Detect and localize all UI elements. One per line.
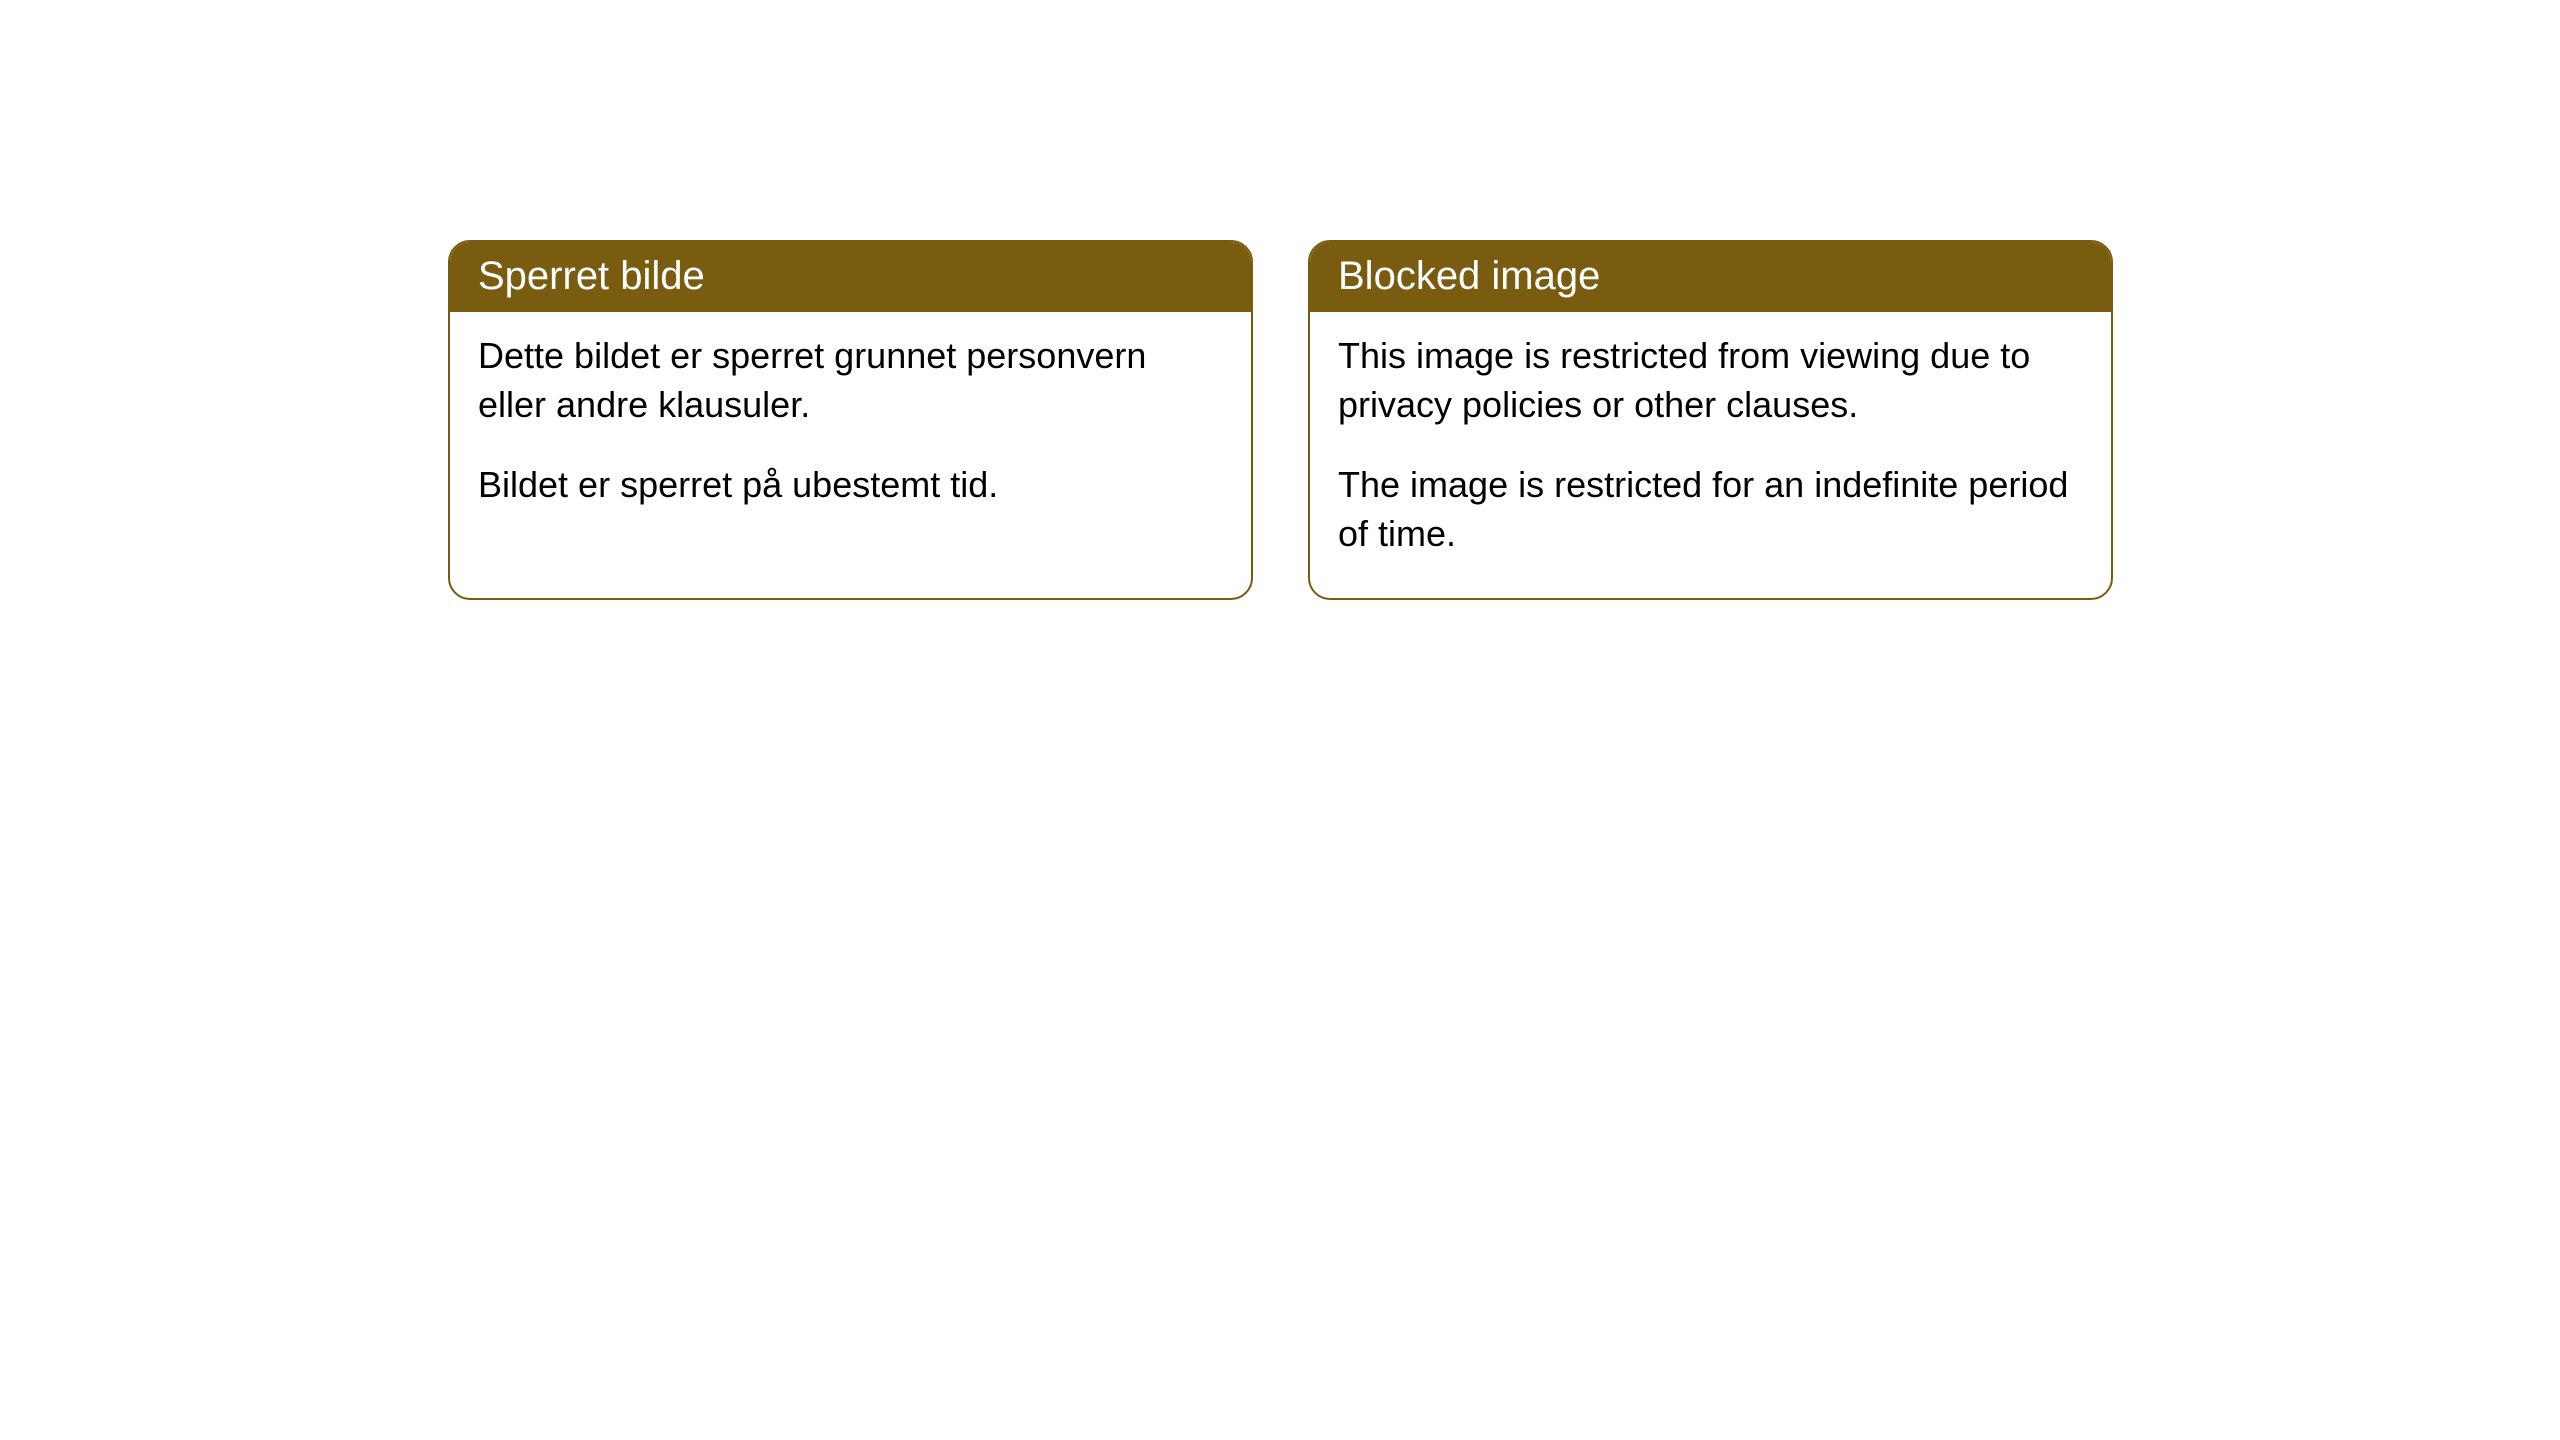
notice-card-norwegian: Sperret bilde Dette bildet er sperret gr…: [448, 240, 1253, 600]
notice-paragraph-2: Bildet er sperret på ubestemt tid.: [478, 461, 1223, 510]
notice-paragraph-1: This image is restricted from viewing du…: [1338, 332, 2083, 429]
notice-card-title: Sperret bilde: [450, 242, 1251, 312]
notice-paragraph-2: The image is restricted for an indefinit…: [1338, 461, 2083, 558]
notice-cards-container: Sperret bilde Dette bildet er sperret gr…: [448, 240, 2113, 600]
notice-card-title: Blocked image: [1310, 242, 2111, 312]
notice-card-body: This image is restricted from viewing du…: [1310, 312, 2111, 598]
notice-card-english: Blocked image This image is restricted f…: [1308, 240, 2113, 600]
notice-paragraph-1: Dette bildet er sperret grunnet personve…: [478, 332, 1223, 429]
notice-card-body: Dette bildet er sperret grunnet personve…: [450, 312, 1251, 550]
